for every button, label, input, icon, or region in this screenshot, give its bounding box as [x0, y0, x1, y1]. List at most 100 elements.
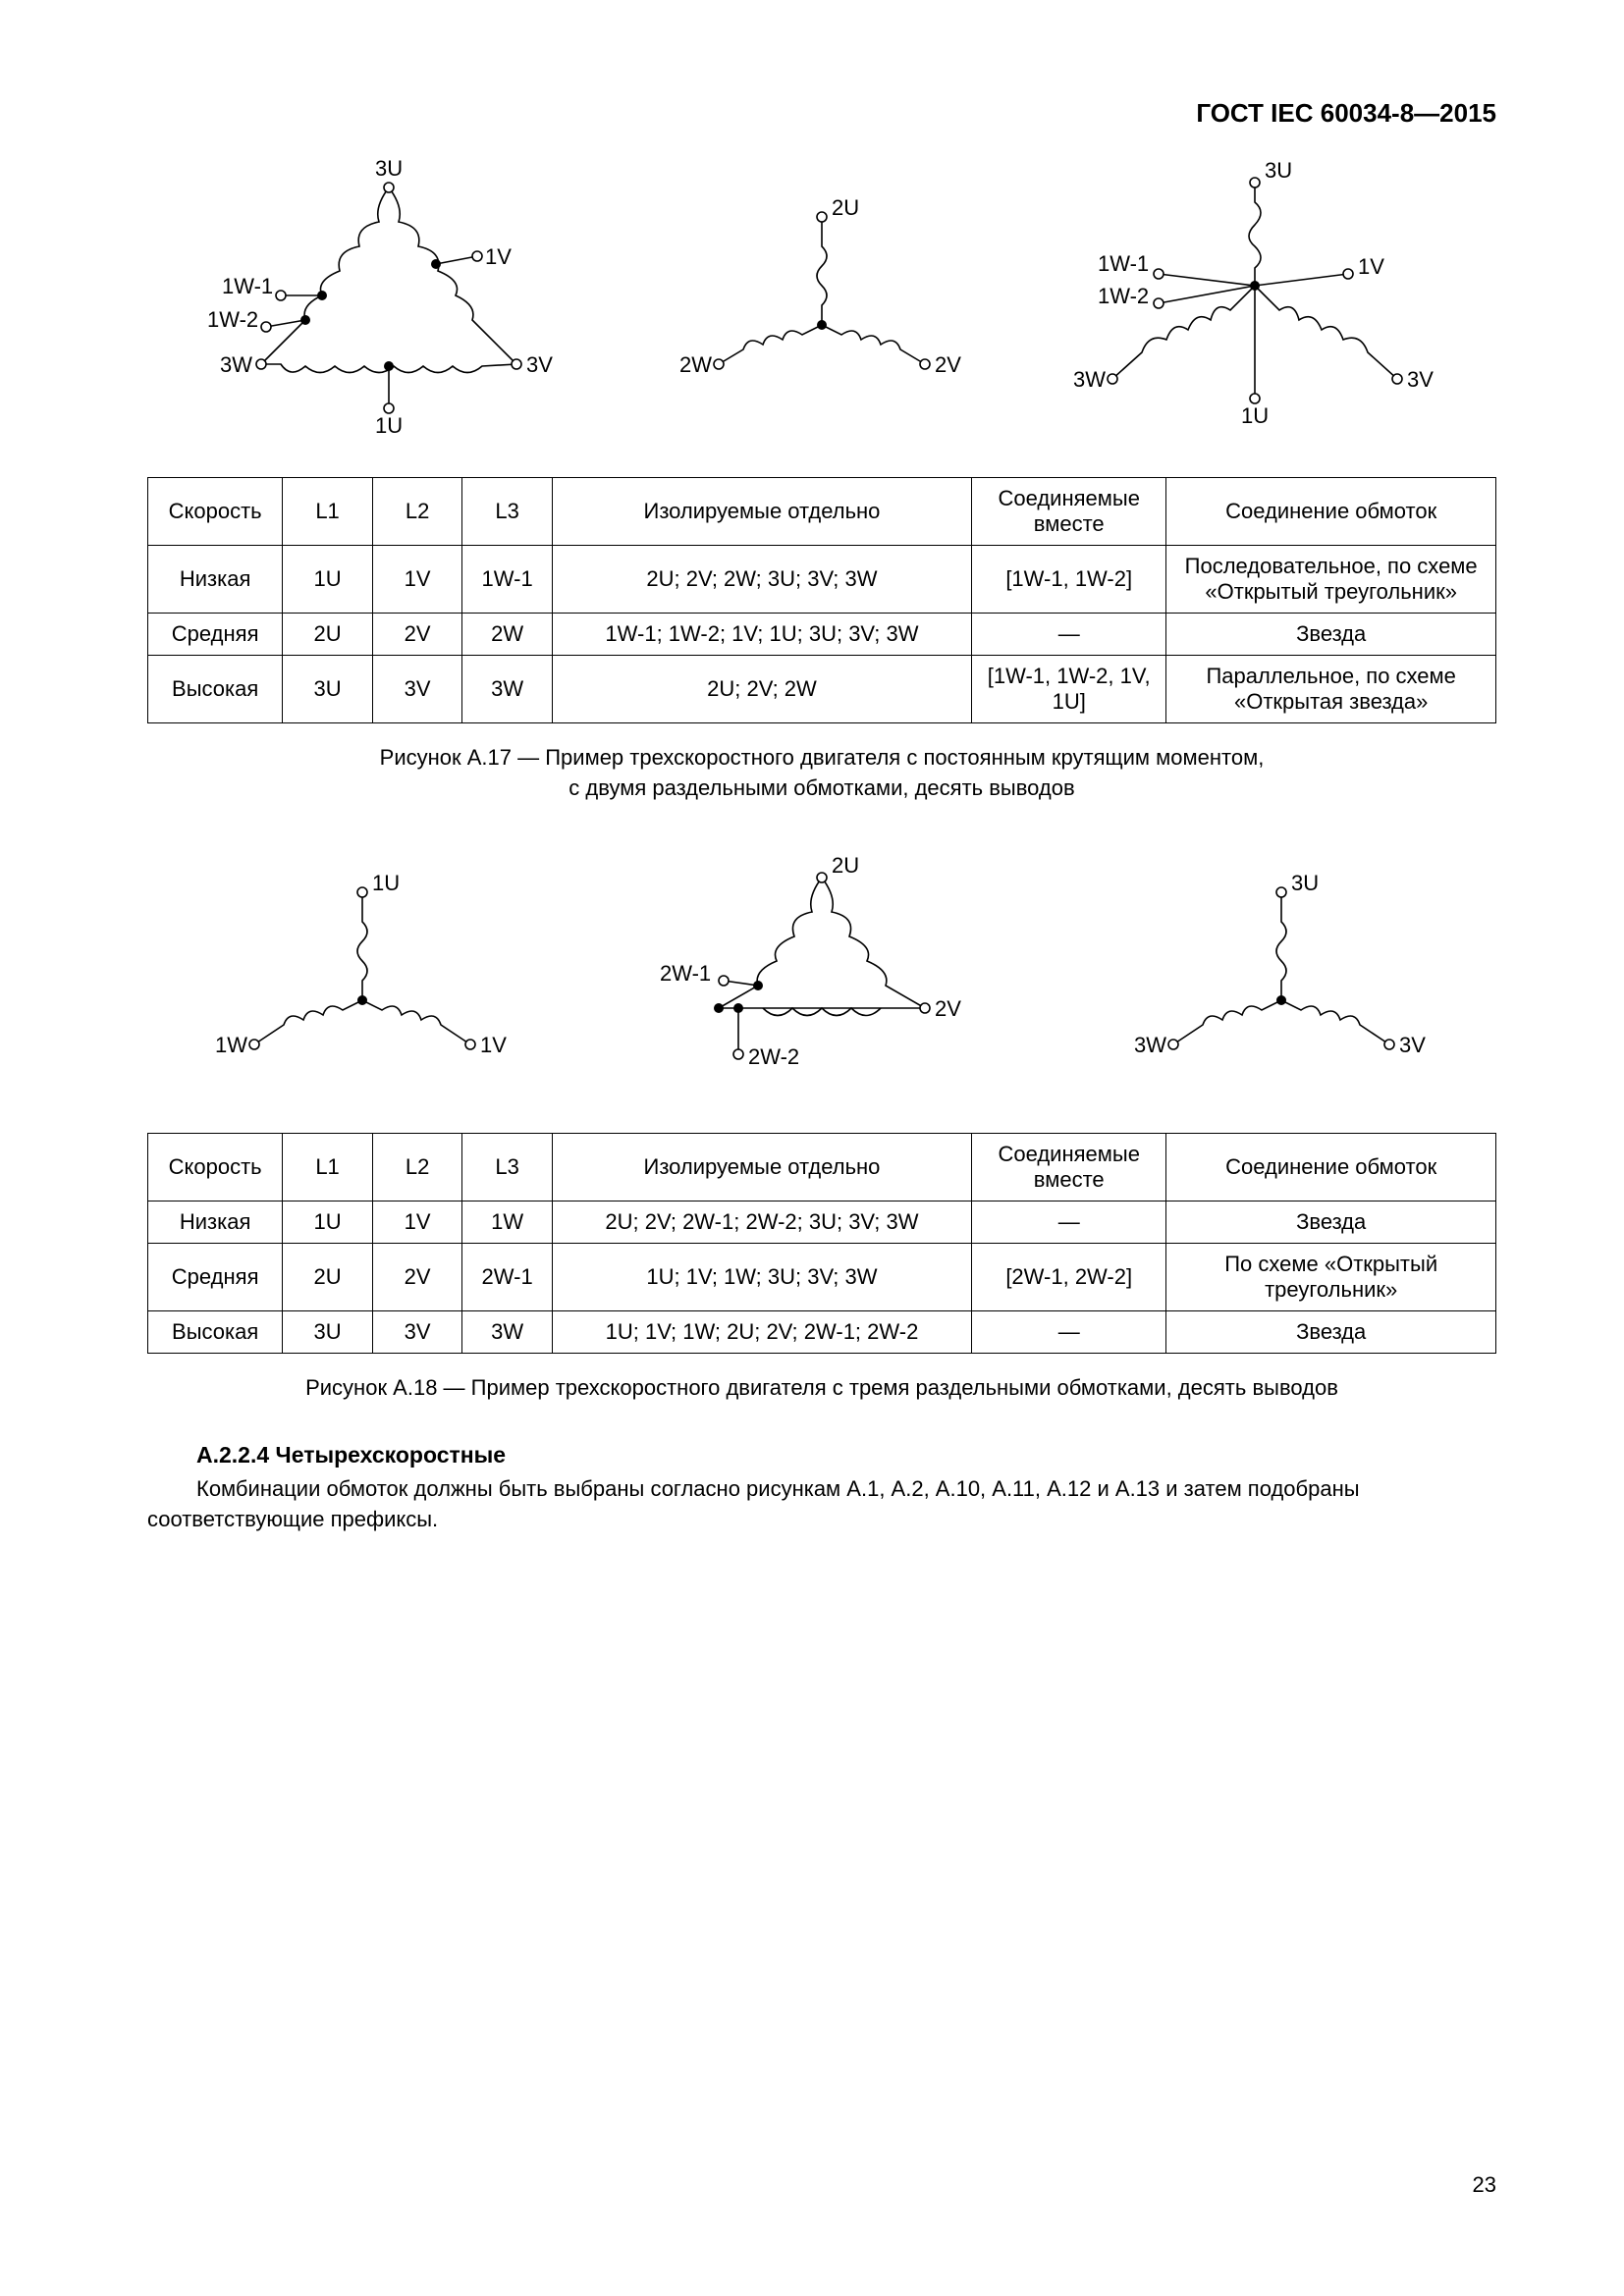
fig18-left-1w: 1W: [215, 1033, 247, 1057]
table-cell: 1W-1; 1W-2; 1V; 1U; 3U; 3V; 3W: [552, 614, 971, 656]
section-body: Комбинации обмоток должны быть выбраны с…: [147, 1474, 1496, 1535]
fig17-left-3v: 3V: [526, 352, 553, 377]
table-cell: Средняя: [148, 614, 283, 656]
table-header-row: Скорость L1 L2 L3 Изолируемые отдельно С…: [148, 478, 1496, 546]
table-cell: Высокая: [148, 1310, 283, 1353]
fig17-caption: Рисунок А.17 — Пример трехскоростного дв…: [147, 743, 1496, 804]
table-cell: 3V: [372, 1310, 462, 1353]
fig17-mid-2v: 2V: [935, 352, 961, 377]
th-l2: L2: [372, 478, 462, 546]
fig17-right-3w: 3W: [1073, 367, 1106, 392]
fig17-right-1w1: 1W-1: [1098, 251, 1149, 276]
table-cell: Звезда: [1166, 1310, 1496, 1353]
th-l1: L1: [283, 1133, 373, 1201]
table-cell: 2U: [283, 1243, 373, 1310]
fig17-diagram-left: 3U 1V 1W-1 1W-2 3W 3V 1U: [183, 148, 595, 462]
fig17-right-1u: 1U: [1241, 403, 1269, 428]
fig18-mid-2u: 2U: [832, 853, 859, 878]
table-cell: [1W-1, 1W-2, 1V, 1U]: [972, 656, 1166, 723]
table-cell: Последовательное, по схеме «Открытый тре…: [1166, 546, 1496, 614]
table-cell: 1V: [372, 546, 462, 614]
fig17-left-1w1: 1W-1: [222, 274, 273, 298]
th-speed: Скорость: [148, 1133, 283, 1201]
fig18-diagrams: 1U 1W 1V: [147, 843, 1496, 1118]
table-cell: 2W: [462, 614, 553, 656]
fig17-left-3w: 3W: [220, 352, 252, 377]
table-cell: [2W-1, 2W-2]: [972, 1243, 1166, 1310]
fig18-right-3v: 3V: [1399, 1033, 1426, 1057]
table-cell: 1W: [462, 1201, 553, 1243]
table-cell: 2U; 2V; 2W: [552, 656, 971, 723]
table-cell: Звезда: [1166, 614, 1496, 656]
th-speed: Скорость: [148, 478, 283, 546]
table-cell: 1V: [372, 1201, 462, 1243]
table-cell: 1U: [283, 1201, 373, 1243]
table-cell: —: [972, 1310, 1166, 1353]
table-cell: 2U; 2V; 2W; 3U; 3V; 3W: [552, 546, 971, 614]
table-row: Низкая1U1V1W2U; 2V; 2W-1; 2W-2; 3U; 3V; …: [148, 1201, 1496, 1243]
table-row: Средняя2U2V2W1W-1; 1W-2; 1V; 1U; 3U; 3V;…: [148, 614, 1496, 656]
table-cell: Средняя: [148, 1243, 283, 1310]
fig18-table: Скорость L1 L2 L3 Изолируемые отдельно С…: [147, 1133, 1496, 1354]
fig18-mid-2v: 2V: [935, 996, 961, 1021]
fig17-mid-2w: 2W: [679, 352, 712, 377]
th-isolated: Изолируемые отдельно: [552, 478, 971, 546]
table-cell: По схеме «Открытый треугольник»: [1166, 1243, 1496, 1310]
fig18-diagram-left: 1U 1W 1V: [195, 853, 529, 1108]
standard-header: ГОСТ IEC 60034-8—2015: [147, 98, 1496, 129]
th-l1: L1: [283, 478, 373, 546]
fig17-right-1v: 1V: [1358, 254, 1384, 279]
table-cell: Параллельное, по схеме «Открытая звезда»: [1166, 656, 1496, 723]
fig18-diagram-right: 3U 3W 3V: [1114, 853, 1448, 1108]
fig18-mid-2w2: 2W-2: [748, 1044, 799, 1069]
section-heading: А.2.2.4 Четырехскоростные: [196, 1442, 1496, 1468]
fig17-left-1u: 1U: [375, 413, 403, 438]
fig17-right-1w2: 1W-2: [1098, 284, 1149, 308]
table-cell: 2U; 2V; 2W-1; 2W-2; 3U; 3V; 3W: [552, 1201, 971, 1243]
table-cell: 3V: [372, 656, 462, 723]
table-cell: 1W-1: [462, 546, 553, 614]
table-cell: 2V: [372, 1243, 462, 1310]
fig18-right-3w: 3W: [1134, 1033, 1166, 1057]
fig18-diagram-mid: 2U 2V 2W-1 2W-2: [625, 843, 1018, 1118]
fig17-left-3u: 3U: [375, 156, 403, 181]
table-cell: 1U; 1V; 1W; 2U; 2V; 2W-1; 2W-2: [552, 1310, 971, 1353]
table-cell: Звезда: [1166, 1201, 1496, 1243]
fig17-mid-2u: 2U: [832, 195, 859, 220]
table-cell: 3W: [462, 1310, 553, 1353]
table-cell: 2V: [372, 614, 462, 656]
fig17-right-3u: 3U: [1265, 158, 1292, 183]
table-cell: Низкая: [148, 546, 283, 614]
table-cell: [1W-1, 1W-2]: [972, 546, 1166, 614]
fig17-table: Скорость L1 L2 L3 Изолируемые отдельно С…: [147, 477, 1496, 723]
table-cell: Низкая: [148, 1201, 283, 1243]
table-cell: Высокая: [148, 656, 283, 723]
table-cell: —: [972, 614, 1166, 656]
fig17-right-3v: 3V: [1407, 367, 1434, 392]
table-row: Высокая3U3V3W1U; 1V; 1W; 2U; 2V; 2W-1; 2…: [148, 1310, 1496, 1353]
table-cell: 3W: [462, 656, 553, 723]
table-cell: 3U: [283, 1310, 373, 1353]
table-row: Высокая3U3V3W2U; 2V; 2W[1W-1, 1W-2, 1V, …: [148, 656, 1496, 723]
fig18-left-1u: 1U: [372, 871, 400, 895]
table-row: Низкая1U1V1W-12U; 2V; 2W; 3U; 3V; 3W[1W-…: [148, 546, 1496, 614]
fig17-caption-l2: с двумя раздельными обмотками, десять вы…: [568, 775, 1074, 800]
fig17-caption-l1: Рисунок А.17 — Пример трехскоростного дв…: [380, 745, 1265, 770]
th-conn: Соединение обмоток: [1166, 478, 1496, 546]
fig18-mid-2w1: 2W-1: [660, 961, 711, 986]
table-row: Средняя2U2V2W-11U; 1V; 1W; 3U; 3V; 3W[2W…: [148, 1243, 1496, 1310]
fig17-left-1v: 1V: [485, 244, 512, 269]
th-conn: Соединение обмоток: [1166, 1133, 1496, 1201]
table-cell: 3U: [283, 656, 373, 723]
fig18-left-1v: 1V: [480, 1033, 507, 1057]
page-number: 23: [1473, 2172, 1496, 2198]
table-cell: 2U: [283, 614, 373, 656]
th-l3: L3: [462, 1133, 553, 1201]
fig18-caption: Рисунок А.18 — Пример трехскоростного дв…: [147, 1373, 1496, 1404]
fig18-right-3u: 3U: [1291, 871, 1319, 895]
th-joined: Соединяемые вместе: [972, 1133, 1166, 1201]
th-joined: Соединяемые вместе: [972, 478, 1166, 546]
fig17-diagram-mid: 2U 2W 2V: [665, 178, 979, 433]
th-isolated: Изолируемые отдельно: [552, 1133, 971, 1201]
fig17-diagrams: 3U 1V 1W-1 1W-2 3W 3V 1U: [147, 148, 1496, 462]
